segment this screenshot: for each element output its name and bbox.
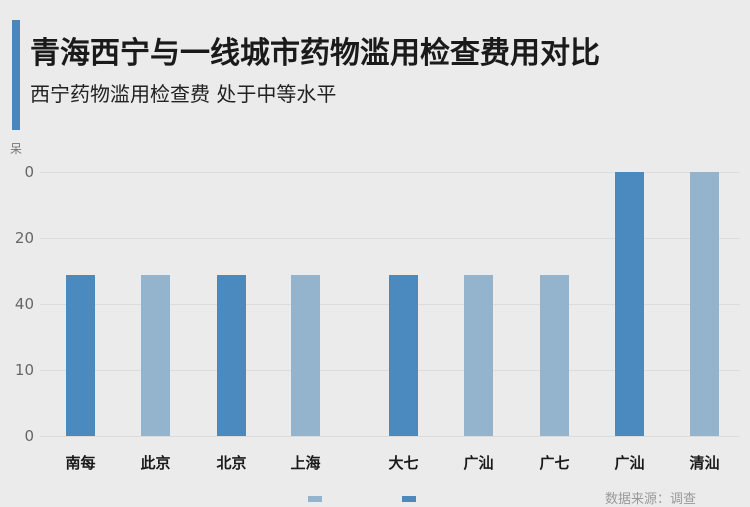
y-tick-label: 20 <box>14 229 34 247</box>
y-tick-label: 0 <box>24 427 34 445</box>
x-category-label: 北京 <box>216 454 247 472</box>
source-note: 数据来源：调查 <box>605 492 697 507</box>
legend-swatch-dark <box>402 496 416 502</box>
x-category-label: 大七 <box>388 454 419 472</box>
bar-2 <box>217 275 246 436</box>
bar-5 <box>464 275 493 436</box>
bar-8 <box>690 172 719 436</box>
gridline <box>40 436 740 437</box>
title-accent-bar <box>12 20 20 130</box>
x-category-label: 清汕 <box>689 454 720 472</box>
bar-7 <box>615 172 644 436</box>
bar-3 <box>291 275 320 436</box>
gridline <box>40 172 740 173</box>
bar-4 <box>389 275 418 436</box>
legend-swatch-light <box>308 496 322 502</box>
bar-6 <box>540 275 569 436</box>
bar-0 <box>66 275 95 436</box>
y-tick-label: 0 <box>24 163 34 181</box>
x-category-label: 南每 <box>65 454 96 472</box>
gridline <box>40 238 740 239</box>
x-category-label: 上海 <box>290 454 321 472</box>
y-tick-label: 40 <box>14 295 34 313</box>
bar-1 <box>141 275 170 436</box>
y-axis-unit-label: 呆 <box>10 142 23 156</box>
x-category-label: 广汕 <box>463 454 494 472</box>
x-category-label: 广汕 <box>614 454 645 472</box>
y-tick-label: 10 <box>14 361 34 379</box>
chart-subtitle: 西宁药物滥用检查费 处于中等水平 <box>30 82 337 106</box>
x-category-label: 此京 <box>140 454 171 472</box>
chart-title: 青海西宁与一线城市药物滥用检查费用对比 <box>30 36 600 71</box>
x-category-label: 广七 <box>539 454 570 472</box>
